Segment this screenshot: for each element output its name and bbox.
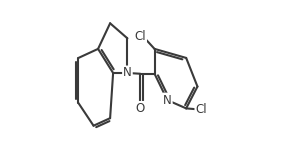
Text: N: N [123, 66, 132, 79]
Text: N: N [163, 94, 172, 107]
Text: Cl: Cl [196, 103, 207, 116]
Text: O: O [136, 102, 145, 115]
Text: Cl: Cl [134, 30, 146, 43]
